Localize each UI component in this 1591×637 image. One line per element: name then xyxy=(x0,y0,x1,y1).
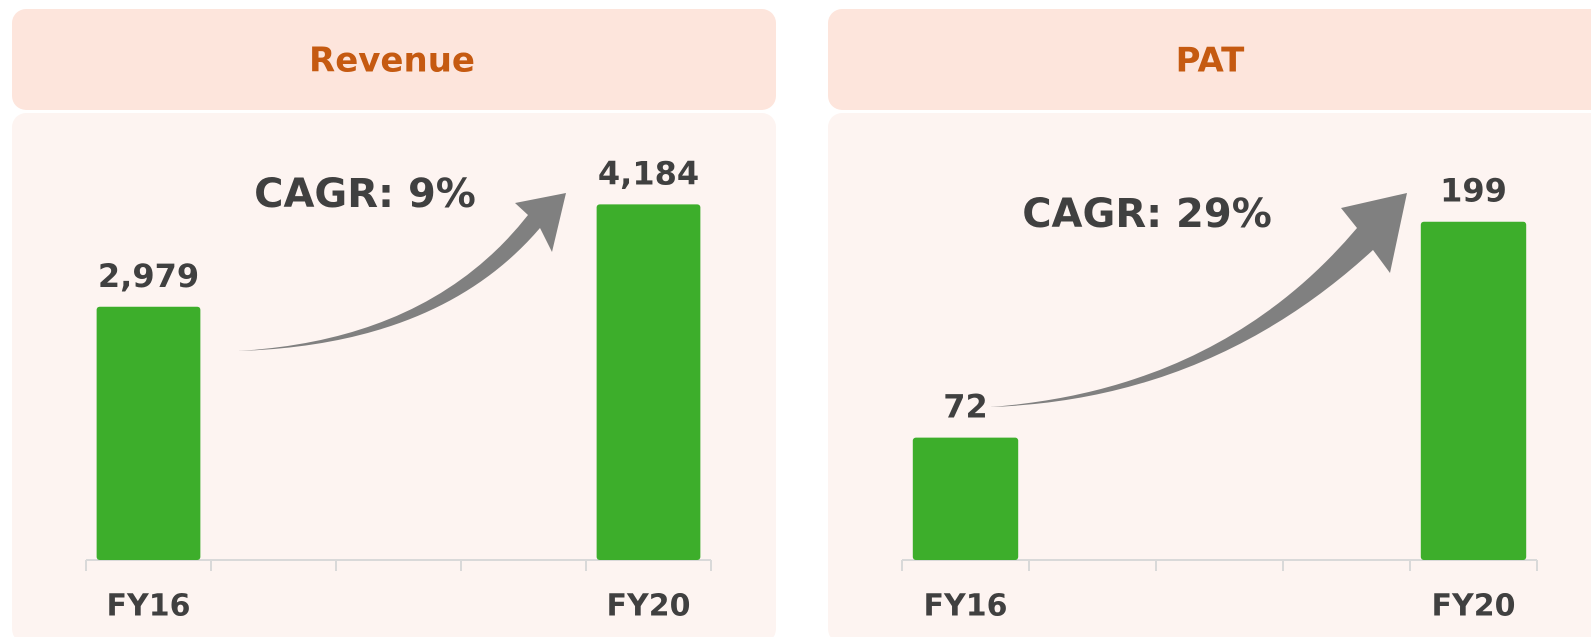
bar xyxy=(96,306,201,560)
growth-arrow xyxy=(238,193,566,351)
growth-arrow xyxy=(990,193,1407,407)
panel-body xyxy=(12,113,776,637)
annotation: CAGR: 29% xyxy=(1022,191,1272,237)
bar xyxy=(1420,221,1527,560)
panel-header xyxy=(828,9,1591,110)
x-tick-label: FY16 xyxy=(924,589,1008,624)
data-label: 199 xyxy=(1440,172,1507,210)
panel-header xyxy=(12,9,776,110)
data-label: 2,979 xyxy=(98,257,199,295)
bar xyxy=(596,204,701,561)
x-tick-label: FY20 xyxy=(607,589,691,624)
annotation: CAGR: 9% xyxy=(254,171,476,217)
chart-title: PAT xyxy=(1176,41,1245,81)
x-tick-label: FY16 xyxy=(107,589,191,624)
x-tick-label: FY20 xyxy=(1432,589,1516,624)
data-label: 4,184 xyxy=(598,154,699,192)
chart-title: Revenue xyxy=(309,41,475,81)
panel-body xyxy=(828,113,1591,637)
data-label: 72 xyxy=(943,388,988,426)
bar xyxy=(912,437,1019,560)
